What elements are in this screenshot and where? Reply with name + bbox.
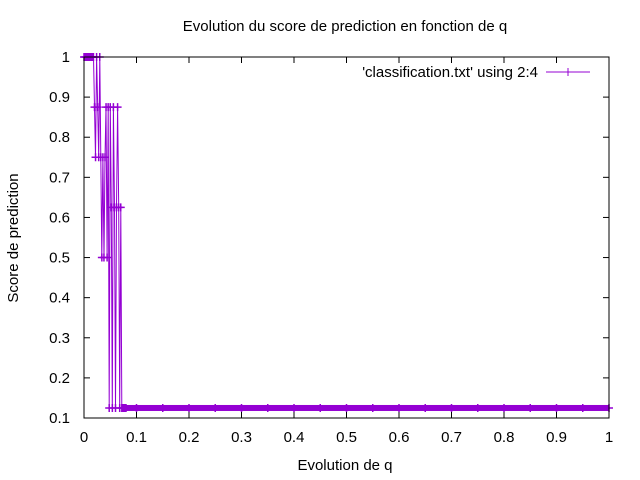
data-point — [185, 403, 193, 412]
data-point — [578, 403, 587, 412]
x-tick-label: 0.7 — [441, 429, 462, 446]
x-tick-label: 0.5 — [336, 429, 357, 446]
data-point — [500, 403, 508, 412]
series-marker-band — [126, 404, 609, 411]
data-point — [103, 253, 112, 262]
y-tick-label: 0.7 — [49, 169, 70, 186]
y-tick-label: 0.2 — [49, 370, 70, 387]
legend-marker — [564, 68, 572, 76]
legend-label: 'classification.txt' using 2:4 — [362, 64, 538, 81]
data-point — [116, 203, 125, 212]
x-tick-label: 0.4 — [284, 429, 305, 446]
y-tick-label: 0.5 — [49, 250, 70, 267]
y-tick-label: 0.9 — [49, 89, 70, 106]
y-tick-label: 0.8 — [49, 129, 70, 146]
data-point — [93, 103, 102, 112]
data-point — [395, 403, 403, 412]
x-axis-label: Evolution de q — [297, 457, 392, 474]
data-point — [552, 403, 561, 412]
data-point — [211, 403, 220, 412]
x-tick-label: 0.6 — [389, 429, 410, 446]
data-point — [237, 403, 246, 412]
y-tick-label: 0.6 — [49, 209, 70, 226]
data-point — [526, 403, 535, 412]
x-tick-label: 0 — [80, 429, 88, 446]
axis-ticks: 0 0.1 0.2 0.3 0.4 0.5 0.6 0.7 0.8 0.9 1 0.1 0.2 0.3 0.… — [49, 49, 613, 446]
x-tick-label: 0.2 — [179, 429, 200, 446]
data-point — [122, 403, 130, 412]
x-tick-label: 0.3 — [231, 429, 252, 446]
data-point — [132, 403, 141, 412]
data-point — [421, 403, 430, 412]
data-point — [447, 403, 456, 412]
plot-frame — [83, 56, 610, 419]
y-tick-label: 1 — [62, 49, 70, 66]
y-tick-label: 0.4 — [49, 290, 70, 307]
data-point — [368, 403, 377, 412]
data-point — [342, 403, 351, 412]
plot-series — [80, 53, 613, 412]
y-tick-label: 0.1 — [49, 410, 70, 427]
data-point — [263, 403, 272, 412]
x-tick-label: 0.1 — [126, 429, 147, 446]
data-point — [316, 403, 325, 412]
data-point — [473, 403, 482, 412]
legend: 'classification.txt' using 2:4 — [362, 64, 590, 81]
x-tick-label: 1 — [605, 429, 613, 446]
data-point — [290, 403, 298, 412]
data-point — [101, 153, 109, 162]
x-tick-label: 0.8 — [494, 429, 515, 446]
y-tick-label: 0.3 — [49, 330, 70, 347]
data-point — [158, 403, 167, 412]
chart-title: Evolution du score de prediction en fonc… — [183, 18, 507, 35]
y-axis-label: Score de prediction — [5, 173, 22, 302]
x-tick-label: 0.9 — [546, 429, 567, 446]
data-point — [113, 103, 122, 112]
